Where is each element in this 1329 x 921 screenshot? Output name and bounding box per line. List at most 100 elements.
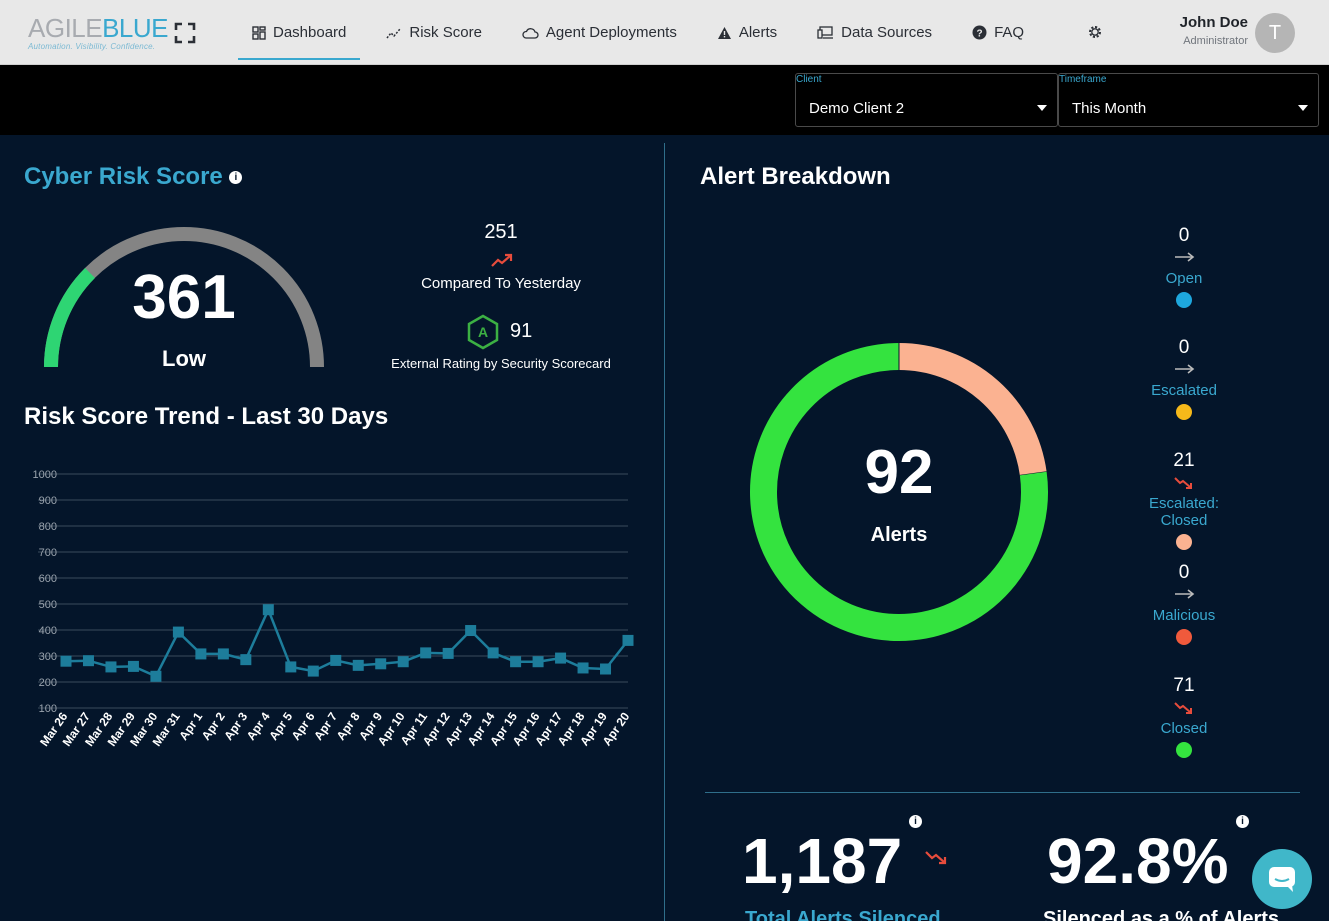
nav-risk-score[interactable]: Risk Score (372, 7, 496, 59)
nav-data-sources-label: Data Sources (841, 24, 933, 41)
donut-slice[interactable] (750, 343, 1048, 641)
data-point[interactable] (532, 656, 544, 668)
stats-divider (705, 792, 1300, 793)
data-point[interactable] (352, 659, 364, 671)
data-point[interactable] (420, 647, 432, 659)
x-tick-label: Apr 7 (311, 709, 340, 742)
timeframe-select-value: This Month (1072, 100, 1147, 117)
user-name: John Doe (1179, 14, 1248, 31)
x-tick-label: Apr 2 (199, 709, 228, 742)
legend-item[interactable]: 0 Open (1124, 225, 1244, 308)
nav-data-sources[interactable]: Data Sources (803, 7, 946, 59)
legend-item[interactable]: 21 Escalated: Closed (1124, 450, 1244, 550)
agileblue-logo[interactable]: AGILEBLUE Automation. Visibility. Confid… (28, 13, 169, 51)
legend-count: 0 (1178, 337, 1190, 358)
info-icon[interactable]: i (909, 815, 922, 828)
data-point[interactable] (82, 655, 94, 667)
legend-item[interactable]: 0 Malicious (1124, 562, 1244, 645)
silenced-total-value: 1,187 (742, 825, 903, 897)
svg-text:?: ? (977, 28, 983, 39)
y-tick-label: 500 (39, 599, 57, 611)
client-select-value: Demo Client 2 (809, 100, 905, 117)
risk-gauge (44, 227, 324, 368)
data-point[interactable] (465, 625, 477, 637)
nav-alerts[interactable]: Alerts (703, 7, 791, 59)
data-point[interactable] (442, 647, 454, 659)
data-point[interactable] (150, 670, 162, 682)
dropdown-arrow-icon (1037, 105, 1047, 111)
nav-agent-deployments[interactable]: Agent Deployments (508, 7, 691, 59)
info-icon[interactable]: i (1236, 815, 1249, 828)
data-point[interactable] (330, 654, 342, 666)
legend-count: 0 (1178, 225, 1190, 246)
nav-faq[interactable]: ? FAQ (958, 7, 1038, 59)
data-point[interactable] (195, 648, 207, 660)
nav-agent-deployments-label: Agent Deployments (545, 24, 677, 41)
legend-label[interactable]: Malicious (1152, 607, 1216, 624)
fullscreen-icon[interactable] (174, 22, 196, 44)
client-select-label: Client (796, 74, 822, 85)
trend-down-icon (1124, 700, 1244, 720)
data-point[interactable] (487, 647, 499, 659)
avatar[interactable]: T (1255, 13, 1295, 53)
compared-label: Compared To Yesterday (421, 275, 581, 292)
data-point[interactable] (127, 660, 139, 672)
x-tick-label: Apr 4 (244, 709, 273, 742)
legend-color-dot (1176, 742, 1192, 758)
data-point[interactable] (60, 655, 72, 667)
data-point[interactable] (285, 661, 297, 673)
data-point[interactable] (510, 656, 522, 668)
data-point[interactable] (555, 652, 567, 664)
arrow-right-icon (1124, 587, 1244, 607)
legend-color-dot (1176, 534, 1192, 550)
legend-item[interactable]: 71 Closed (1124, 675, 1244, 758)
legend-count: 71 (1173, 675, 1195, 696)
data-point[interactable] (397, 656, 409, 668)
y-tick-label: 400 (39, 625, 57, 637)
data-point[interactable] (375, 658, 387, 670)
legend-label[interactable]: Escalated: Closed (1148, 495, 1220, 529)
silenced-percent-label: Silenced as a % of Alerts (1043, 908, 1280, 921)
gear-icon[interactable] (1087, 24, 1103, 40)
data-point[interactable] (262, 604, 274, 616)
legend-label[interactable]: Open (1165, 270, 1203, 287)
cloud-icon (522, 27, 539, 39)
trend-line (65, 606, 629, 678)
user-info[interactable]: John Doe Administrator (1170, 14, 1248, 47)
data-point[interactable] (622, 634, 634, 646)
alert-breakdown-title: Alert Breakdown (700, 163, 891, 190)
silenced-percent-value: 92.8% (1047, 825, 1229, 897)
compared-value: 251 (484, 221, 518, 243)
data-point[interactable] (240, 654, 252, 666)
x-tick-label: Apr 1 (176, 709, 205, 742)
data-point[interactable] (600, 663, 612, 675)
data-point[interactable] (105, 661, 117, 673)
legend-label[interactable]: Closed (1160, 720, 1208, 737)
silenced-total-label[interactable]: Total Alerts Silenced (745, 908, 941, 921)
devices-icon (817, 26, 834, 39)
client-select[interactable]: Client Demo Client 2 (795, 73, 1058, 127)
y-tick-label: 1000 (33, 469, 57, 481)
arrow-right-icon (1124, 250, 1244, 270)
data-point[interactable] (577, 662, 589, 674)
gauge-fill (44, 268, 96, 368)
nav-dashboard[interactable]: Dashboard (238, 8, 361, 60)
data-point[interactable] (307, 665, 319, 677)
data-point[interactable] (217, 648, 229, 660)
trend-down-icon (1124, 475, 1244, 495)
legend-label[interactable]: Escalated (1151, 382, 1217, 399)
legend-item[interactable]: 0 Escalated (1124, 337, 1244, 420)
dashboard-icon (252, 25, 266, 40)
info-icon[interactable]: i (229, 171, 243, 185)
chat-button[interactable] (1252, 849, 1312, 909)
external-rating-value: 91 (510, 320, 533, 342)
help-icon: ? (972, 25, 987, 40)
cyber-risk-score-title-text: Cyber Risk Score (24, 163, 223, 190)
dropdown-arrow-icon (1298, 105, 1308, 111)
legend-count: 0 (1178, 562, 1190, 583)
data-point[interactable] (172, 626, 184, 638)
timeframe-select[interactable]: Timeframe This Month (1058, 73, 1319, 127)
logo-part-blue: BLUE (102, 13, 169, 43)
donut-slice[interactable] (898, 343, 1047, 476)
